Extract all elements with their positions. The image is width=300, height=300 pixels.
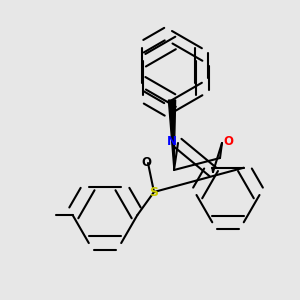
Text: O: O bbox=[223, 135, 233, 148]
Polygon shape bbox=[168, 100, 175, 170]
Text: O: O bbox=[142, 157, 152, 169]
Text: N: N bbox=[167, 135, 177, 148]
Text: S: S bbox=[149, 185, 158, 199]
